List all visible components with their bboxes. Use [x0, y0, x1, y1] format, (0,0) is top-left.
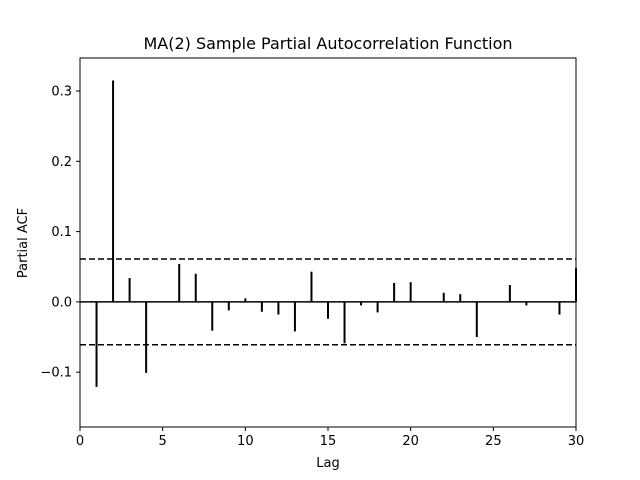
y-tick-label: 0.1: [51, 225, 72, 240]
y-tick-label: 0.3: [51, 85, 72, 100]
plot-frame: [79, 57, 577, 428]
x-axis-ticks: 0 5 10 15 20 25 30: [76, 427, 584, 449]
x-tick-label: 25: [485, 434, 502, 449]
x-tick-label: 0: [76, 434, 84, 449]
y-tick-label: −0.1: [40, 366, 72, 381]
x-tick-label: 20: [402, 434, 419, 449]
y-axis-label: Partial ACF: [16, 208, 31, 278]
x-axis-label: Lag: [316, 456, 339, 471]
x-tick-label: 10: [237, 434, 254, 449]
x-tick-label: 15: [320, 434, 337, 449]
y-axis-ticks: −0.1 0.0 0.1 0.2 0.3: [40, 85, 80, 381]
x-tick-label: 30: [568, 434, 585, 449]
y-tick-label: 0.0: [51, 295, 72, 310]
y-tick-label: 0.2: [51, 155, 72, 170]
x-tick-label: 5: [159, 434, 167, 449]
stems: [95, 80, 577, 387]
chart-title: MA(2) Sample Partial Autocorrelation Fun…: [143, 34, 512, 53]
